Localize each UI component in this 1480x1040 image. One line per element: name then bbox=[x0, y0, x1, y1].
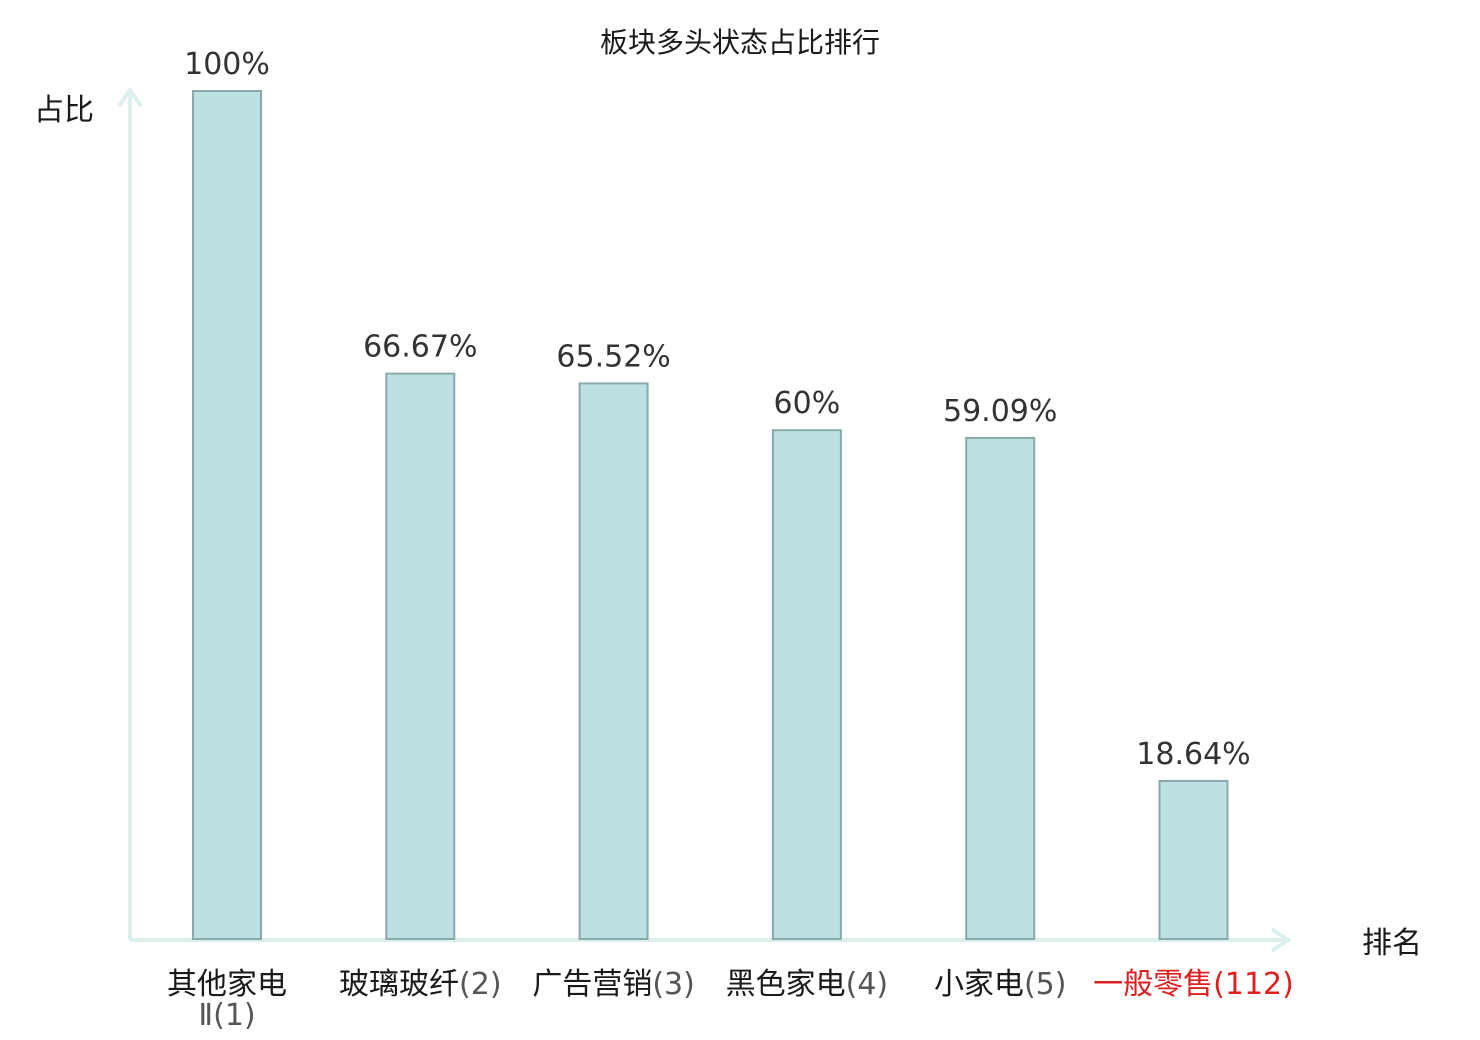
y-axis-arrow-icon bbox=[117, 86, 143, 108]
tick-label-rank: (5) bbox=[1024, 967, 1066, 1002]
data-label: 66.67% bbox=[363, 330, 477, 365]
category-labels-group: 其他家电 Ⅱ(1)玻璃玻纤(2) 广告营销(3) 黑色家电(4) 小家电(5) 一般零售(… bbox=[167, 967, 1294, 1033]
tick-label: 其他家电 Ⅱ(1) bbox=[167, 967, 287, 1033]
data-label: 100% bbox=[184, 47, 270, 82]
x-axis-arrow-icon bbox=[1270, 927, 1292, 953]
bar bbox=[965, 436, 1036, 940]
tick-label: 黑色家电(4) bbox=[726, 967, 889, 1002]
tick-label-rank: (112) bbox=[1213, 967, 1294, 1002]
tick-label-rank: (4) bbox=[846, 967, 889, 1002]
tick-label: 小家电(5) bbox=[934, 967, 1066, 1002]
y-axis-label: 占比 bbox=[34, 93, 94, 128]
tick-label-rank: Ⅱ(1) bbox=[198, 998, 255, 1033]
x-axis-label: 排名 bbox=[1362, 926, 1422, 961]
data-label: 60% bbox=[774, 386, 841, 421]
value-labels-group: 100% 66.67% 65.52% 60% 59.09% 18.64% bbox=[184, 47, 1251, 772]
tick-label: 一般零售(112) bbox=[1093, 967, 1294, 1002]
bars-group bbox=[192, 90, 1229, 941]
bar bbox=[578, 382, 649, 941]
tick-label-rank: (3) bbox=[652, 967, 695, 1002]
tick-label-name: 其他家电 bbox=[167, 967, 287, 1002]
chart-title: 板块多头状态占比排行 bbox=[600, 26, 880, 59]
tick-label-name: 广告营销 bbox=[532, 967, 652, 1002]
axes bbox=[117, 86, 1292, 953]
data-label: 59.09% bbox=[943, 394, 1057, 429]
tick-label-name: 一般零售 bbox=[1093, 967, 1213, 1002]
tick-label-name: 黑色家电 bbox=[726, 967, 846, 1002]
bar bbox=[1158, 779, 1229, 940]
tick-label: 广告营销(3) bbox=[532, 967, 695, 1002]
tick-label: 玻璃玻纤(2) bbox=[339, 967, 502, 1002]
bar bbox=[771, 429, 842, 940]
tick-label-rank: (2) bbox=[459, 967, 502, 1002]
data-label: 18.64% bbox=[1136, 737, 1250, 772]
bar bbox=[385, 372, 456, 940]
tick-label-name: 小家电 bbox=[934, 967, 1024, 1002]
tick-label-name: 玻璃玻纤 bbox=[339, 967, 459, 1002]
data-label: 65.52% bbox=[556, 339, 670, 374]
bar bbox=[192, 90, 262, 940]
